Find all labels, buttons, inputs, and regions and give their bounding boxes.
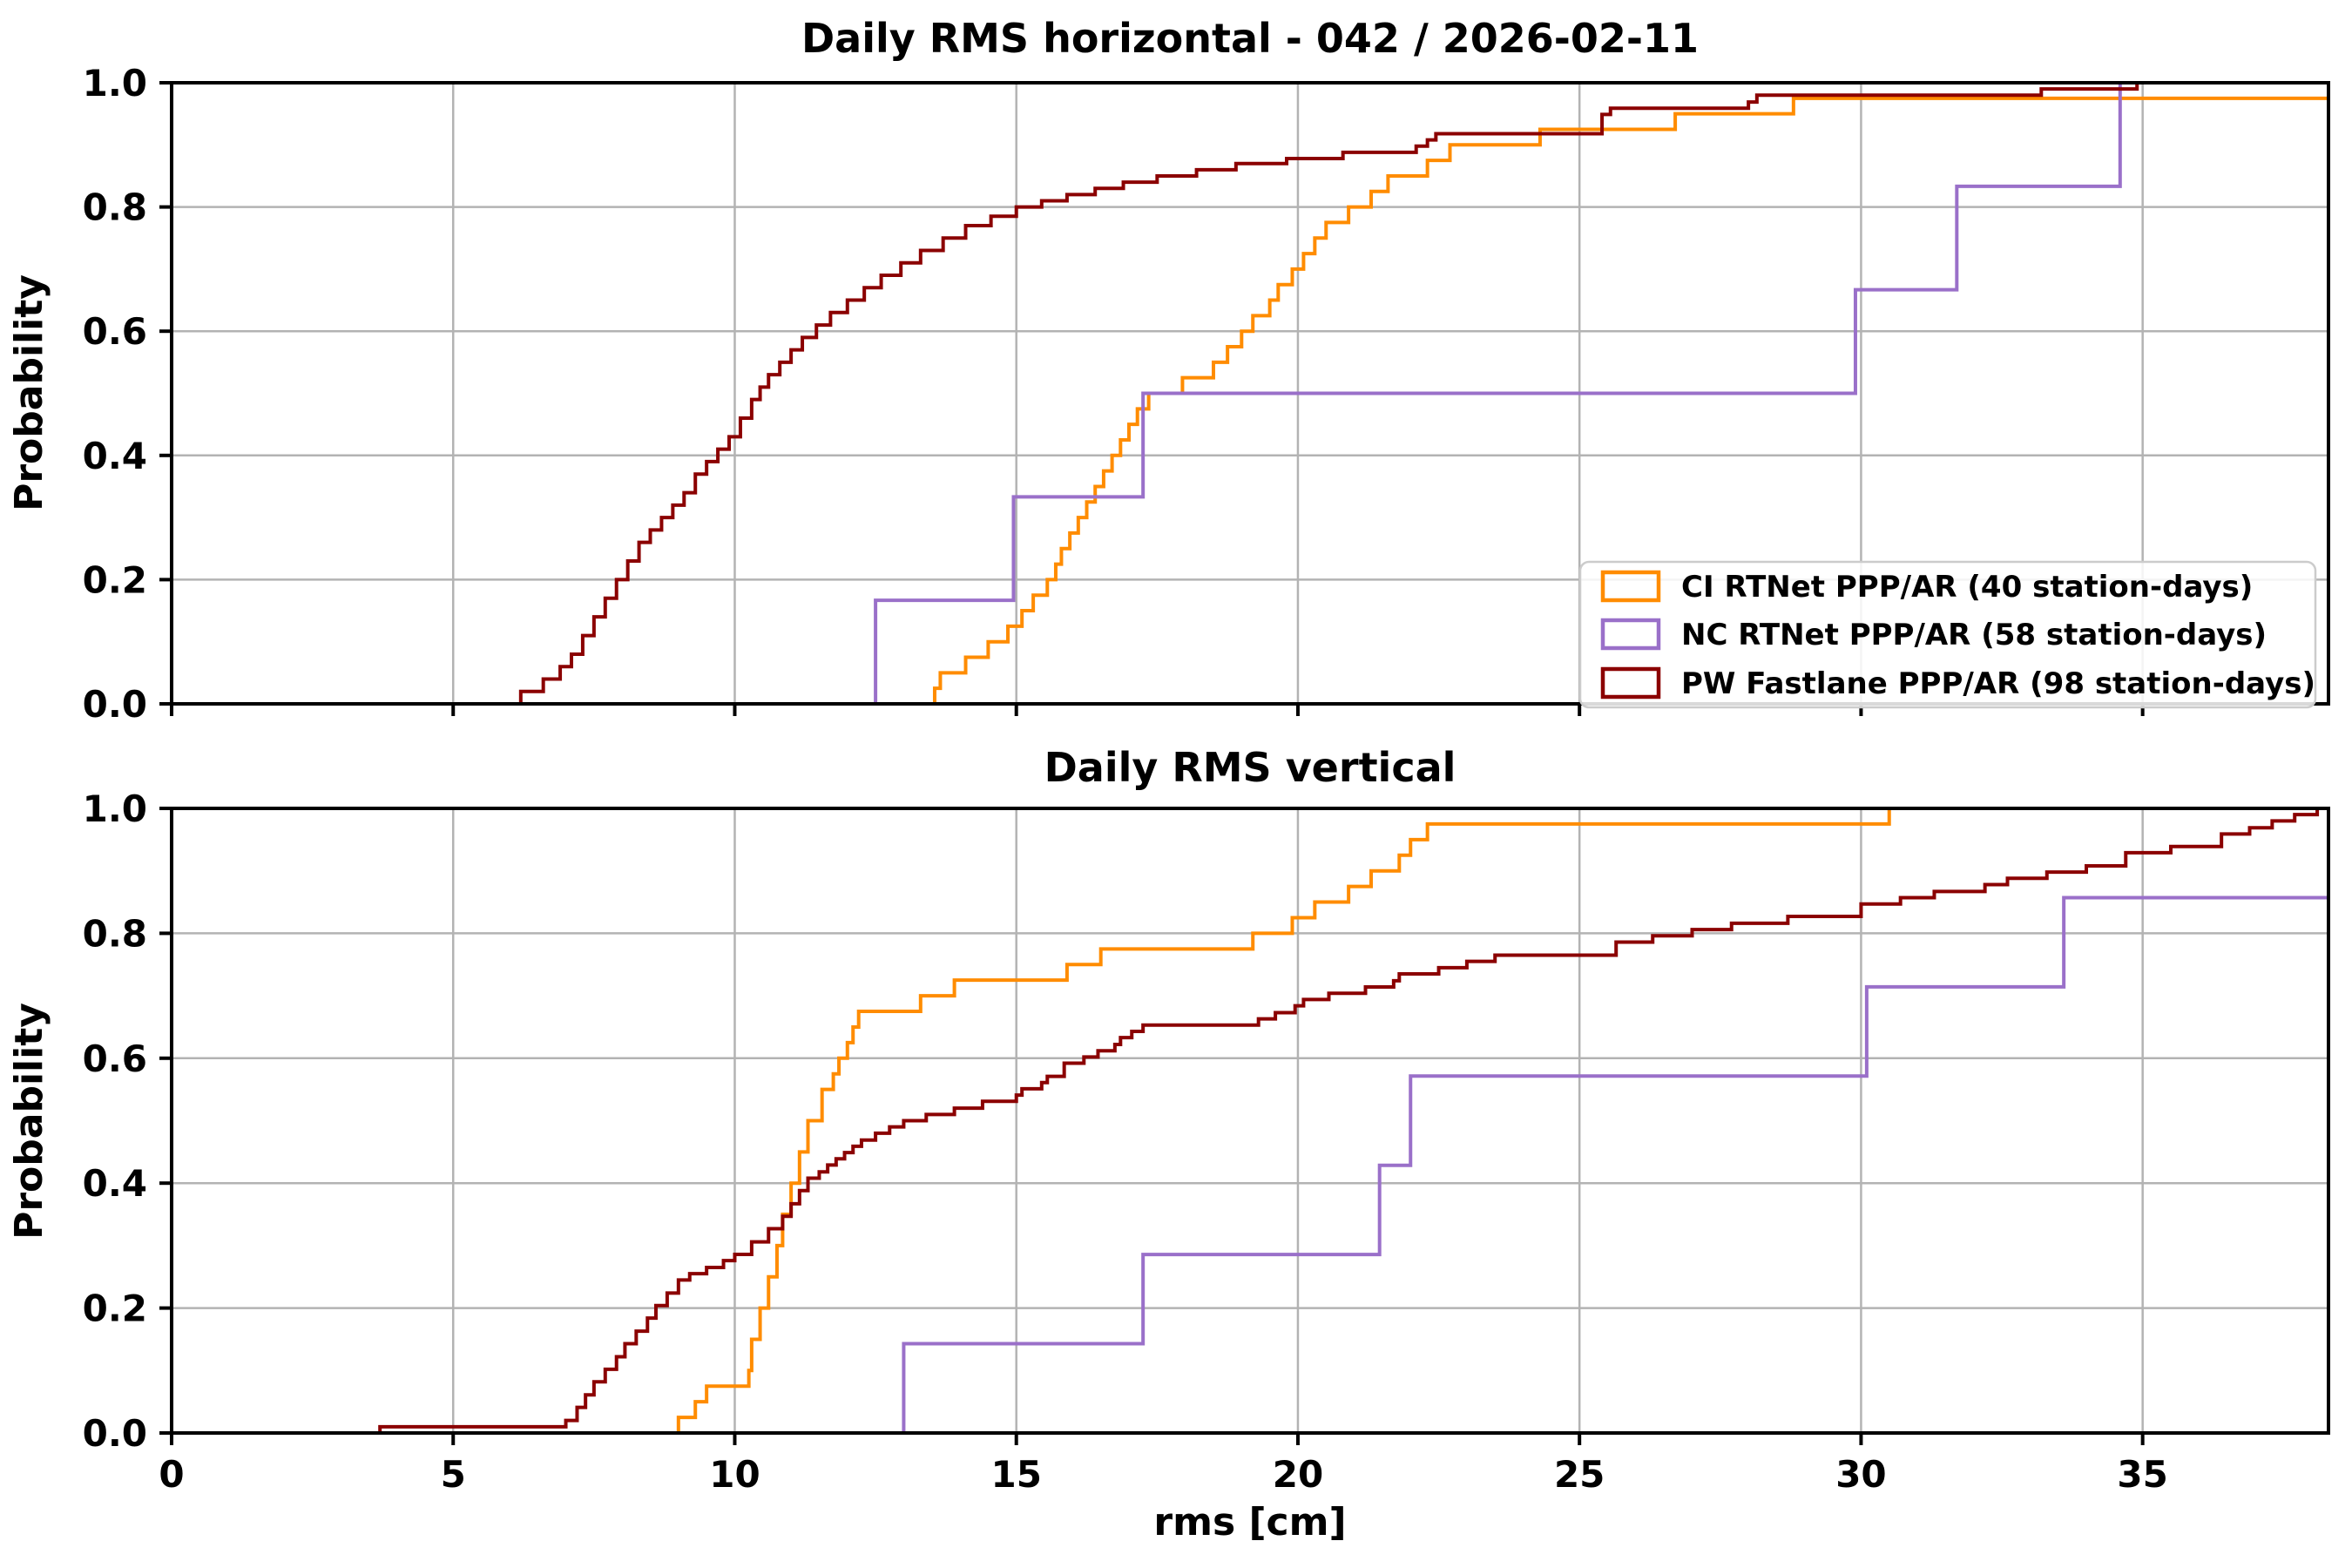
ytick-label: 0.6 [83,1037,147,1080]
bottom-plot-grid [172,807,2328,1433]
bottom-plot-ylabel: Probability [7,1003,51,1240]
xtick-label: 20 [1273,1453,1323,1496]
series-line-ci [172,808,1891,1433]
axes-frame [170,81,2330,706]
bottom-plot-frame [170,807,2330,1435]
series-line-nc [172,896,2328,1433]
legend-swatch-ci [1600,570,1661,603]
top-plot-title: Daily RMS horizontal - 042 / 2026-02-11 [801,15,1699,62]
ytick-label: 0.8 [83,912,147,955]
ytick-label: 0.4 [83,435,147,477]
bottom-plot-curves [172,808,2328,1433]
xtick-label: 5 [441,1453,466,1496]
top-plot-frame [170,81,2330,706]
legend-label-nc: NC RTNet PPP/AR (58 station-days) [1681,618,2267,652]
ytick-label: 0.2 [83,558,147,601]
legend: CI RTNet PPP/AR (40 station-days) NC RTN… [1578,560,2317,709]
series-line-pw [172,83,2328,704]
top-plot-ticks: 0.0 0.2 0.4 0.6 0.8 1.0 [83,62,2145,726]
series-line-nc [172,83,2328,704]
axes-frame [170,807,2330,1435]
xtick-label: 25 [1554,1453,1605,1496]
ytick-label: 0.0 [83,1412,147,1455]
xtick-label: 0 [159,1453,184,1496]
legend-box [1578,560,2317,709]
legend-swatch-pw [1600,666,1661,700]
legend-swatch-nc [1600,618,1661,651]
top-plot-curves [172,83,2328,704]
ytick-label: 0.2 [83,1288,147,1330]
ytick-label: 0.6 [83,310,147,353]
xtick-label: 10 [709,1453,760,1496]
ytick-label: 0.4 [83,1162,147,1205]
x-axis-label: rms [cm] [1153,1500,1346,1544]
ytick-label: 1.0 [83,62,147,105]
bottom-plot-title: Daily RMS vertical [1044,744,1456,791]
ytick-label: 0.0 [83,683,147,726]
top-plot-ylabel: Probability [7,274,51,511]
bottom-plot-ticks: 0 5 10 15 20 25 30 35 0.0 0.2 0.4 0.6 0.8 1.0 [83,787,2168,1496]
ytick-label: 1.0 [83,787,147,830]
xtick-label: 30 [1835,1453,1886,1496]
xtick-label: 35 [2117,1453,2167,1496]
ytick-label: 0.8 [83,186,147,229]
legend-label-ci: CI RTNet PPP/AR (40 station-days) [1681,570,2253,605]
series-line-ci [172,96,2328,704]
xtick-label: 15 [990,1453,1041,1496]
legend-label-pw: PW Fastlane PPP/AR (98 station-days) [1681,666,2315,701]
series-line-pw [172,808,2320,1433]
